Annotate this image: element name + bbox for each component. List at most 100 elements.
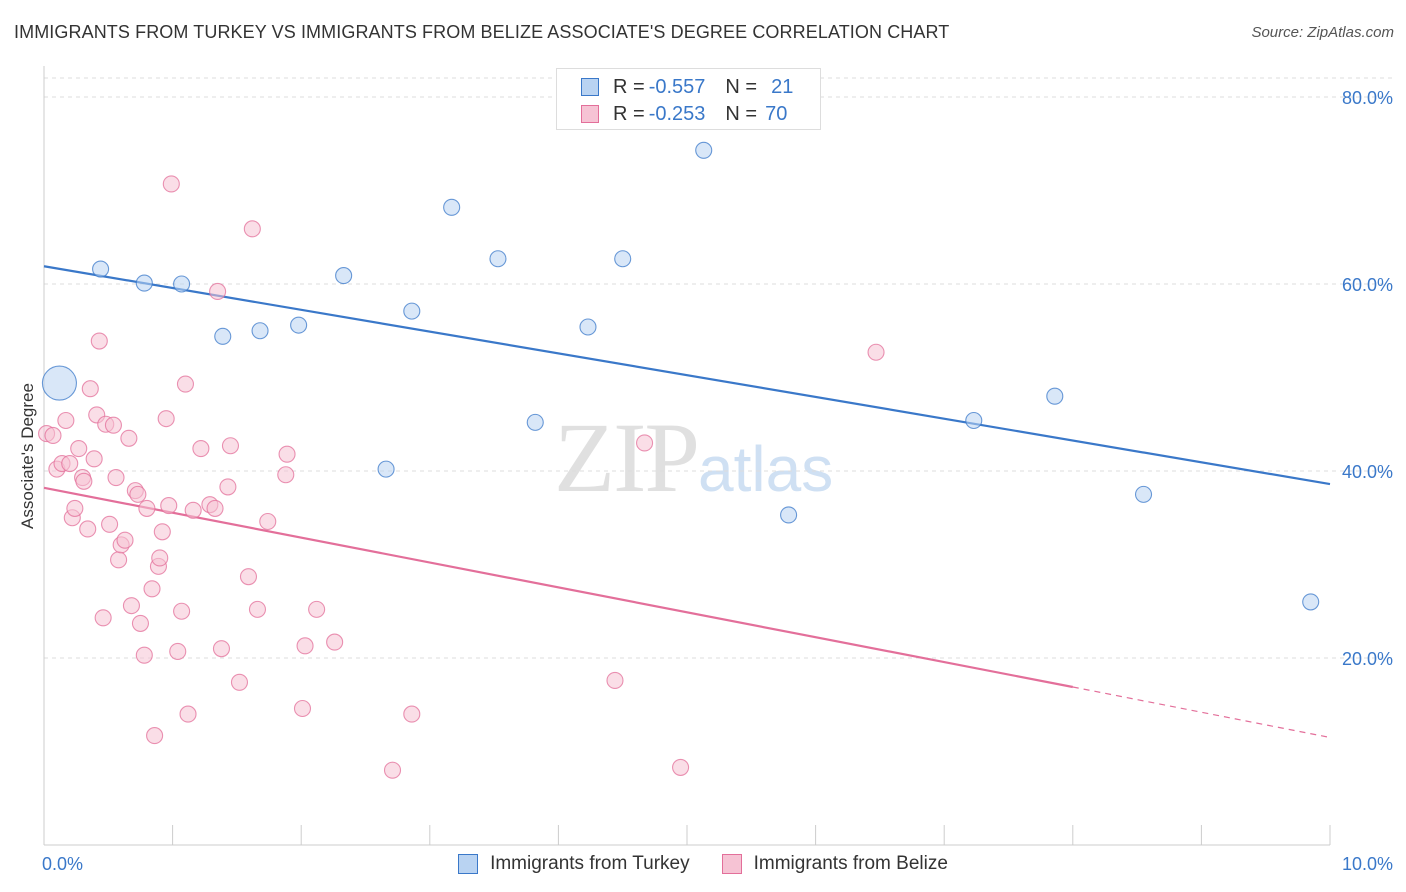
belize-point [206,499,224,517]
belize-point [79,520,97,538]
trend-lines [43,265,1331,739]
turkey-point [614,250,632,268]
turkey-point [489,250,507,268]
belize-point [85,450,103,468]
belize-point [135,646,153,664]
belize-point [293,699,312,718]
y-axis-label: Associate's Degree [18,383,37,529]
belize-point [230,673,249,691]
data-points [38,141,1320,779]
belize-trend-extension [1072,686,1331,739]
belize-point [184,501,202,519]
y-tick-label: 40.0% [1342,462,1393,482]
chart-source: Source: ZipAtlas.com [1251,24,1394,41]
turkey-point [135,274,153,292]
y-tick-label: 20.0% [1342,649,1393,669]
belize-point [606,671,624,689]
belize-point [403,705,421,723]
y-tick-label: 80.0% [1342,88,1393,108]
turkey-point [1302,593,1320,611]
watermark-atlas: atlas [698,433,834,505]
belize-point [153,523,171,541]
belize-point [151,549,169,567]
turkey-point [214,327,232,345]
belize-point [176,375,195,393]
series-legend: Immigrants from Turkey Immigrants from B… [0,850,1406,878]
belize-point [259,512,277,531]
belize-point [221,437,240,455]
turkey-point [1046,387,1064,405]
belize-point [169,642,187,661]
turkey-swatch [581,78,599,96]
turkey-point [443,198,461,216]
belize-point [296,637,314,655]
turkey-point [403,302,421,320]
belize-point [138,499,156,517]
belize-point [81,380,99,398]
belize-point [278,445,296,463]
belize-r-value: -0.253 [648,102,706,125]
tick-labels: 20.0% 40.0% 60.0% 80.0% 0.0% 10.0% [42,88,1393,874]
turkey-point [92,260,110,278]
belize-point [173,602,191,620]
belize-point [192,440,210,458]
belize-legend-swatch [721,854,742,874]
belize-point [308,600,326,618]
belize-point [129,485,147,503]
belize-point [162,175,180,193]
belize-point [131,614,149,632]
belize-trend-line [43,486,1074,689]
turkey-legend-swatch [458,854,479,874]
n-label: N = [725,75,758,98]
belize-point [383,761,402,779]
turkey-point [965,411,983,430]
belize-point [157,410,175,428]
belize-point [219,478,237,496]
belize-point [122,597,140,615]
belize-point [44,426,62,445]
belize-point [209,282,227,301]
belize-point [116,531,134,549]
legend-item-belize[interactable]: Immigrants from Belize [721,853,948,875]
belize-point [57,411,75,430]
belize-point [636,434,654,452]
turkey-trend-line [43,265,1331,486]
belize-point [239,568,258,586]
turkey-n-value: 21 [771,75,794,98]
n-label: N = [725,102,758,125]
turkey-point [290,316,308,334]
belize-point [326,633,344,651]
turkey-point [526,413,544,431]
turkey-point [780,506,798,524]
x-tick-label-max: 10.0% [1342,854,1393,874]
belize-point [179,705,197,723]
belize-point [61,454,79,473]
turkey-point [579,318,597,336]
legend-row-turkey: R = -0.557 N = 21 [581,74,793,100]
belize-point [120,429,138,447]
belize-point [66,499,84,517]
belize-point [110,551,128,569]
belize-point [107,468,125,487]
belize-point [101,515,119,533]
belize-point [277,466,295,484]
turkey-point [1134,485,1153,503]
turkey-point [173,275,191,293]
belize-point [75,472,93,490]
belize-point [248,600,267,618]
belize-legend-label: Immigrants from Belize [753,853,948,874]
belize-point [90,332,108,350]
legend-item-turkey[interactable]: Immigrants from Turkey [458,853,690,875]
belize-swatch [581,105,599,123]
zipatlas-watermark: ZIPatlas [554,400,833,515]
belize-point [143,580,161,598]
turkey-legend-label: Immigrants from Turkey [490,853,690,874]
chart-title: IMMIGRANTS FROM TURKEY VS IMMIGRANTS FRO… [14,22,950,42]
turkey-point [377,460,395,478]
axes [43,66,1331,846]
turkey-point [335,267,353,285]
r-label: R = [613,75,645,98]
belize-point [70,440,88,458]
x-tick-label-min: 0.0% [42,854,83,874]
